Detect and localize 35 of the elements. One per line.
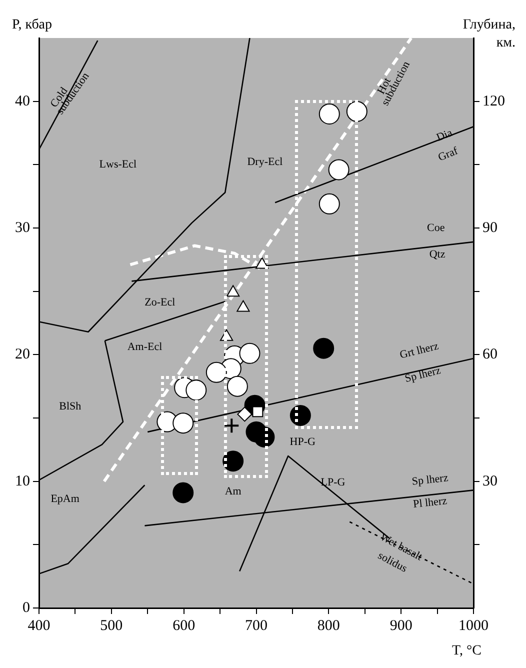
- annotation: Dry-Ecl: [247, 156, 283, 168]
- x-tick-label: 900: [390, 618, 412, 634]
- y2-tick-label: 30: [482, 473, 498, 490]
- y-tick-label: 0: [22, 600, 30, 616]
- annotation: Pl lherz: [412, 495, 448, 510]
- annotation: EpAm: [50, 492, 80, 505]
- y-axis-title: P, кбар: [12, 18, 52, 33]
- annotation: Graf: [436, 144, 460, 164]
- annotation: Lws-Ecl: [99, 158, 137, 171]
- annotation: Grt lherz: [398, 340, 440, 362]
- y2-tick-label: 90: [482, 220, 498, 236]
- x-tick-label: 600: [172, 618, 196, 634]
- x-tick-label: 1000: [458, 618, 488, 634]
- annotation: HP-G: [290, 436, 316, 448]
- y-tick-label: 30: [15, 220, 30, 236]
- x-tick-label: 400: [28, 618, 50, 634]
- y2-tick-label: 120: [482, 93, 505, 110]
- annotation: LP-G: [320, 476, 346, 488]
- x-tick-label: 500: [100, 618, 123, 634]
- x-tick-label: 700: [245, 618, 268, 634]
- y2-axis-title: Глубина, км.: [462, 18, 516, 51]
- annotation: Coe: [426, 222, 445, 234]
- annotation: Sp lherz: [404, 364, 442, 386]
- annotation: Qtz: [429, 248, 446, 260]
- y-tick-label: 20: [15, 346, 30, 363]
- x-axis-title: T, °C: [452, 644, 482, 659]
- y-tick-label: 40: [15, 93, 30, 110]
- y-tick-label: 10: [15, 473, 30, 490]
- annotation: Sp lherz: [411, 472, 449, 488]
- annotation: BlSh: [59, 400, 82, 412]
- annotation: Zo-Ecl: [144, 296, 176, 309]
- y2-tick-label: 60: [482, 346, 498, 363]
- annotation: Am: [224, 485, 242, 498]
- annotation: Am-Ecl: [127, 340, 162, 353]
- x-tick-label: 800: [317, 618, 340, 634]
